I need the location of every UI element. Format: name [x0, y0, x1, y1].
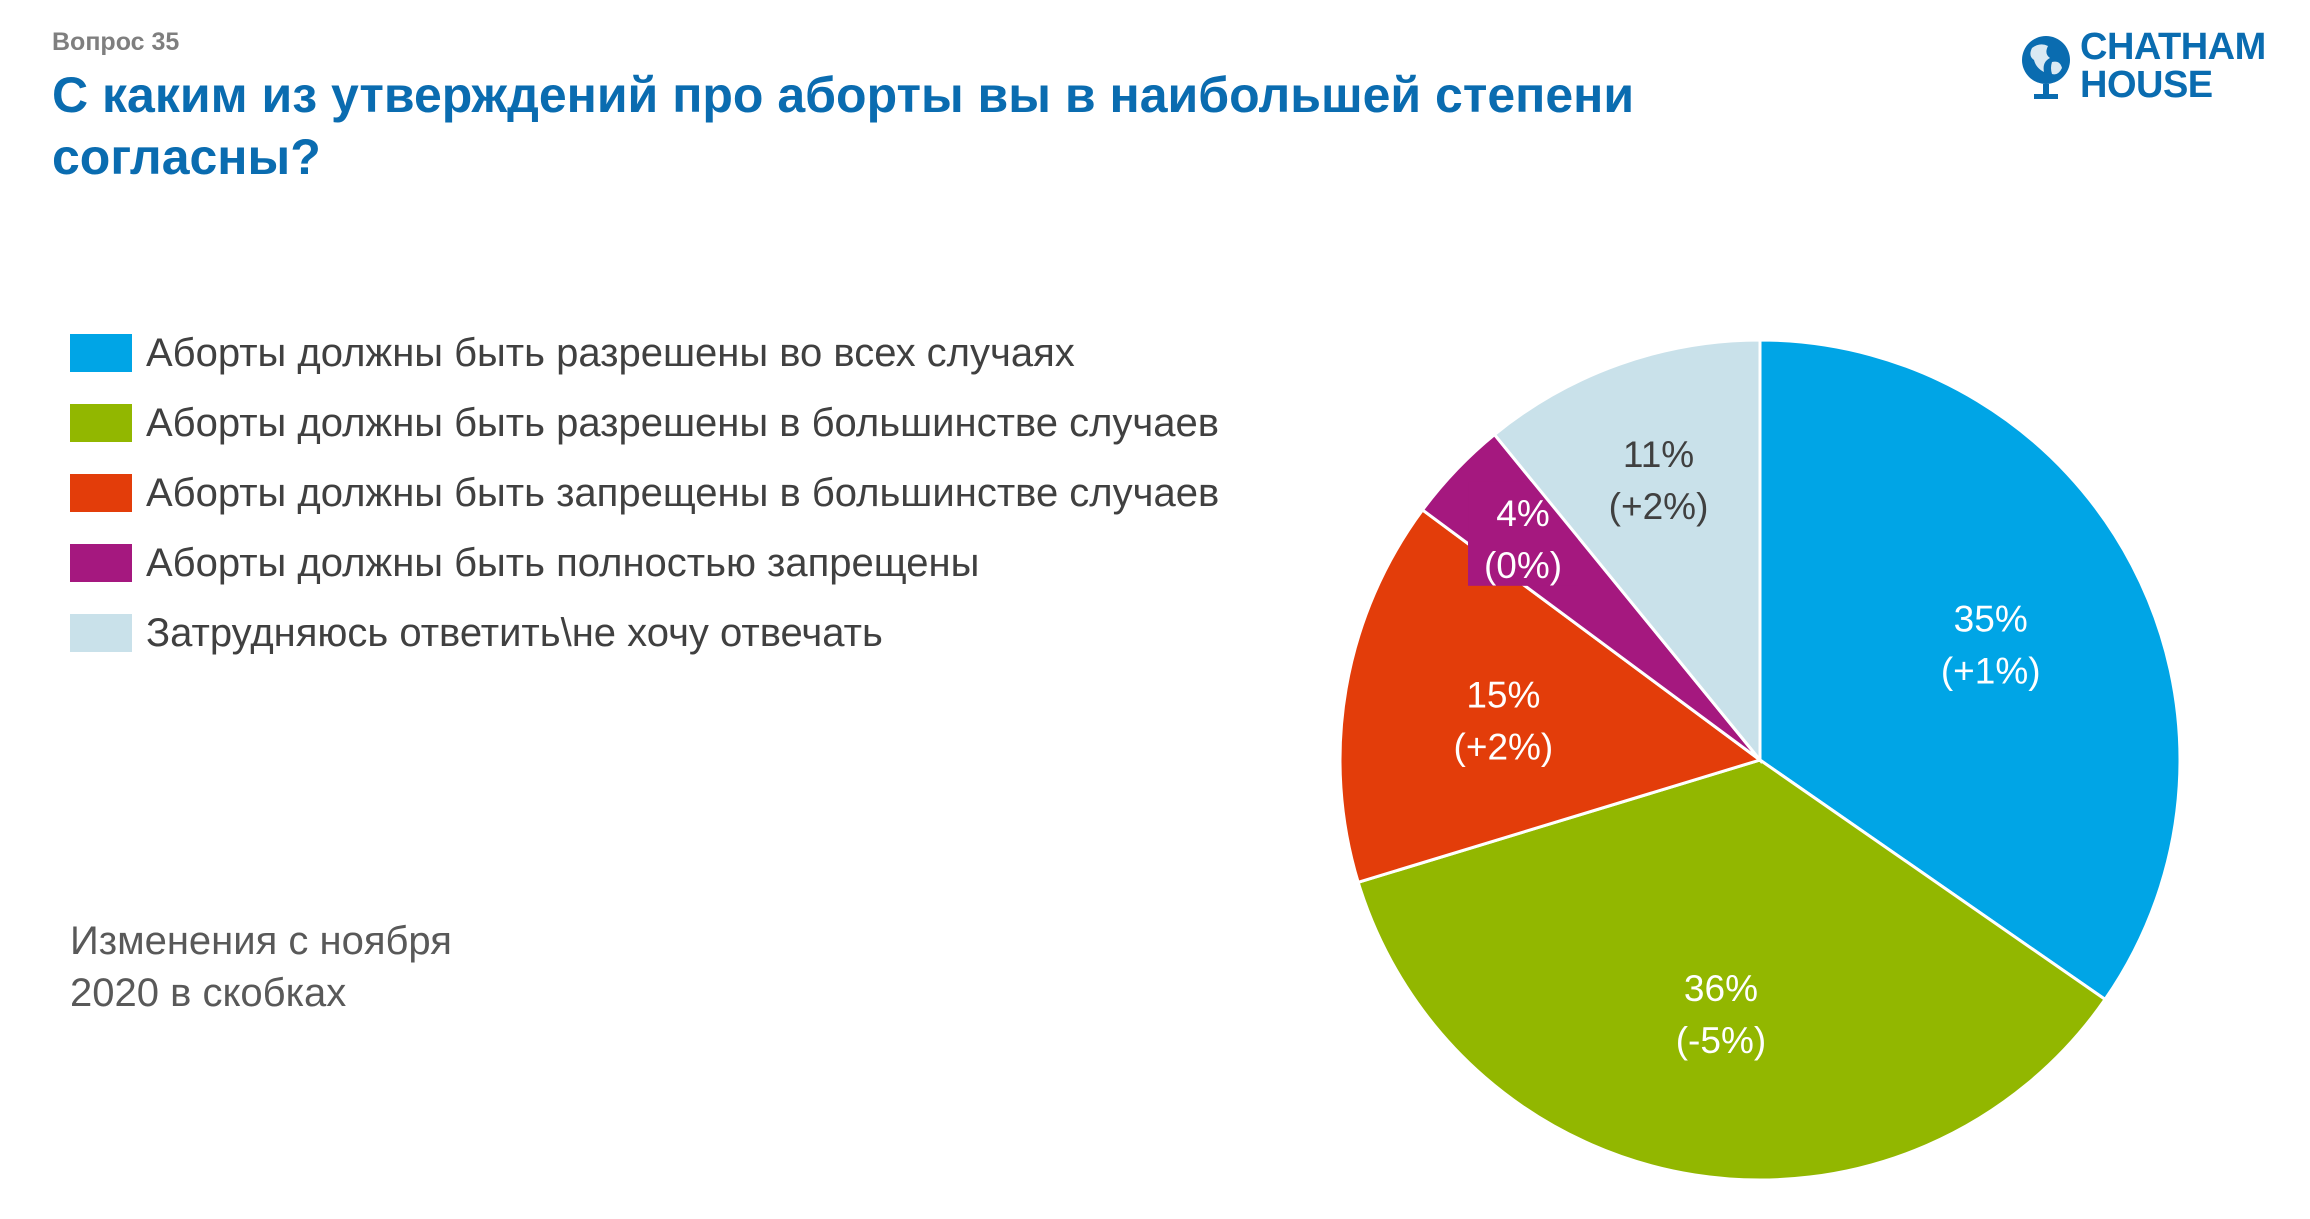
- legend-item: Аборты должны быть запрещены в большинст…: [70, 458, 1219, 528]
- note-changes: Изменения с ноября 2020 в скобках: [70, 915, 550, 1019]
- pie-slice: [1758, 338, 2182, 1002]
- note-line-1: Изменения с ноября: [70, 919, 452, 963]
- legend-item: Аборты должны быть разрешены во всех слу…: [70, 318, 1219, 388]
- slice-value-label: 4%: [1496, 493, 1549, 534]
- note-line-2: 2020 в скобках: [70, 971, 347, 1015]
- legend-swatch: [70, 334, 132, 372]
- legend-label: Затрудняюсь ответить\не хочу отвечать: [146, 610, 883, 655]
- slice-value-label: 35%: [1954, 598, 2028, 639]
- slice-change-label: (0%): [1484, 545, 1562, 586]
- legend-swatch: [70, 544, 132, 582]
- legend-label: Аборты должны быть полностью запрещены: [146, 540, 980, 585]
- pie-slice: [1492, 338, 1762, 765]
- legend-swatch: [70, 474, 132, 512]
- slice-value-label: 36%: [1684, 968, 1758, 1009]
- slice-change-label: (+1%): [1941, 650, 2041, 691]
- pie-slice: [1338, 507, 1764, 885]
- legend-label: Аборты должны быть запрещены в большинст…: [146, 470, 1220, 515]
- logo-line-2: HOUSE: [2080, 64, 2213, 106]
- slice-value-label: 15%: [1466, 675, 1540, 716]
- slice-change-label: (-5%): [1676, 1020, 1766, 1061]
- globe-icon: [2022, 36, 2070, 99]
- slice-change-label: (+2%): [1609, 486, 1709, 527]
- legend-label: Аборты должны быть разрешены во всех слу…: [146, 330, 1075, 375]
- legend: Аборты должны быть разрешены во всех слу…: [70, 318, 1219, 668]
- legend-swatch: [70, 614, 132, 652]
- legend-item: Аборты должны быть разрешены в большинст…: [70, 388, 1219, 458]
- question-number: Вопрос 35: [52, 28, 180, 56]
- legend-label: Аборты должны быть разрешены в большинст…: [146, 400, 1219, 445]
- logo-line-1: CHATHAM: [2080, 26, 2266, 68]
- legend-swatch: [70, 404, 132, 442]
- legend-item: Затрудняюсь ответить\не хочу отвечать: [70, 598, 1219, 668]
- pie-slice: [1356, 758, 2108, 1182]
- slice-change-label: (+2%): [1454, 727, 1554, 768]
- pie-chart: 35% (+1%) 36% (-5%) 15% (+2%) 4% (0%) 11% (+2%): [1338, 338, 2182, 1182]
- slice-value-label: 11%: [1623, 434, 1694, 475]
- chart-title: С каким из утверждений про аборты вы в н…: [52, 67, 1635, 185]
- chatham-house-logo: CHATHAM HOUSE: [2018, 28, 2298, 108]
- legend-item: Аборты должны быть полностью запрещены: [70, 528, 1219, 598]
